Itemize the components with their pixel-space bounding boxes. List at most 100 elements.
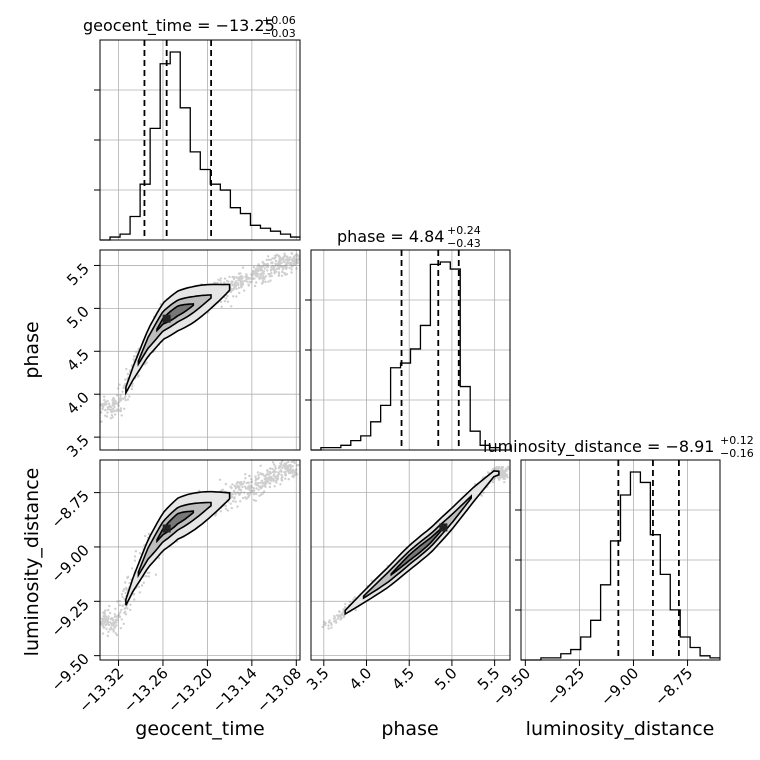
sample-point — [245, 273, 248, 276]
sample-point — [231, 493, 234, 496]
sample-point — [269, 472, 272, 475]
sample-point — [254, 475, 257, 478]
sample-point — [250, 273, 253, 276]
sample-point — [255, 487, 258, 490]
sample-point — [121, 604, 125, 607]
sample-point — [121, 604, 124, 608]
title-phase-minus: −0.43 — [447, 237, 481, 250]
sample-point — [244, 487, 248, 490]
sample-point — [117, 404, 120, 408]
sample-point — [259, 276, 262, 280]
sample-point — [114, 401, 117, 405]
sample-point — [265, 263, 269, 266]
sample-point — [502, 474, 505, 477]
sample-point — [273, 271, 276, 274]
sample-point — [248, 474, 251, 478]
sample-point — [259, 272, 263, 276]
sample-point — [108, 408, 112, 411]
sample-point — [279, 258, 283, 261]
sample-point — [272, 268, 275, 271]
sample-point — [281, 268, 284, 271]
sample-point — [262, 272, 265, 275]
sample-point — [269, 269, 273, 272]
sample-point — [241, 266, 245, 269]
sample-point — [234, 486, 237, 489]
sample-point — [244, 496, 247, 499]
sample-point — [145, 361, 148, 364]
sample-point — [282, 260, 285, 263]
sample-point — [276, 475, 280, 478]
sample-point — [500, 475, 503, 479]
sample-point — [277, 274, 280, 277]
sample-point — [246, 496, 250, 499]
sample-point — [260, 266, 263, 269]
sample-point — [340, 616, 343, 619]
sample-point — [279, 257, 282, 260]
sample-point — [239, 272, 242, 275]
sample-point — [117, 613, 121, 616]
sample-point — [265, 473, 268, 477]
sample-point — [283, 465, 287, 468]
sample-point — [240, 482, 243, 485]
sample-point — [224, 507, 228, 510]
sample-point — [105, 623, 108, 626]
sample-point — [101, 402, 105, 406]
ytick-label: 5.5 — [63, 260, 93, 290]
sample-point — [130, 567, 134, 570]
sample-point — [499, 476, 502, 480]
sample-point — [265, 258, 268, 262]
sample-point — [275, 478, 279, 482]
sample-point — [126, 576, 129, 580]
sample-point — [102, 403, 106, 406]
sample-point — [230, 280, 234, 283]
sample-point — [255, 478, 259, 481]
sample-point — [251, 271, 254, 274]
sample-point — [501, 466, 504, 469]
sample-point — [499, 469, 503, 473]
sample-point — [278, 258, 281, 261]
sample-point — [137, 374, 140, 377]
sample-point — [280, 470, 283, 473]
sample-point — [292, 460, 295, 463]
sample-point — [293, 471, 296, 474]
sample-point — [137, 585, 141, 588]
sample-point — [281, 270, 284, 274]
sample-point — [269, 482, 272, 485]
xtick-label: −13.26 — [120, 664, 172, 716]
sample-point — [110, 622, 113, 625]
sample-point — [100, 617, 104, 620]
sample-point — [262, 490, 266, 493]
histogram-step — [311, 261, 510, 451]
sample-point — [251, 277, 254, 280]
sample-point — [283, 254, 286, 257]
ytick-label: 4.0 — [63, 388, 93, 418]
sample-point — [223, 300, 227, 303]
sample-point — [273, 254, 277, 257]
sample-point — [253, 277, 256, 280]
sample-point — [109, 408, 112, 411]
sample-point — [111, 402, 115, 406]
sample-point — [323, 623, 326, 626]
sample-point — [323, 620, 326, 624]
sample-point — [106, 619, 110, 623]
sample-point — [104, 609, 107, 612]
sample-point — [254, 479, 257, 482]
sample-point — [116, 600, 119, 603]
sample-point — [102, 404, 105, 408]
sample-point — [232, 283, 235, 287]
sample-point — [497, 465, 501, 469]
sample-point — [112, 622, 116, 626]
sample-point — [229, 288, 233, 292]
sample-point — [286, 467, 289, 471]
sample-point — [115, 624, 118, 627]
sample-point — [279, 469, 282, 472]
sample-point — [112, 402, 115, 405]
sample-point — [332, 617, 336, 620]
sample-point — [289, 263, 292, 266]
sample-point — [109, 622, 113, 625]
sample-point — [232, 500, 235, 503]
sample-point — [144, 534, 147, 538]
sample-point — [281, 475, 284, 479]
sample-point — [284, 477, 287, 480]
sample-point — [501, 473, 504, 477]
